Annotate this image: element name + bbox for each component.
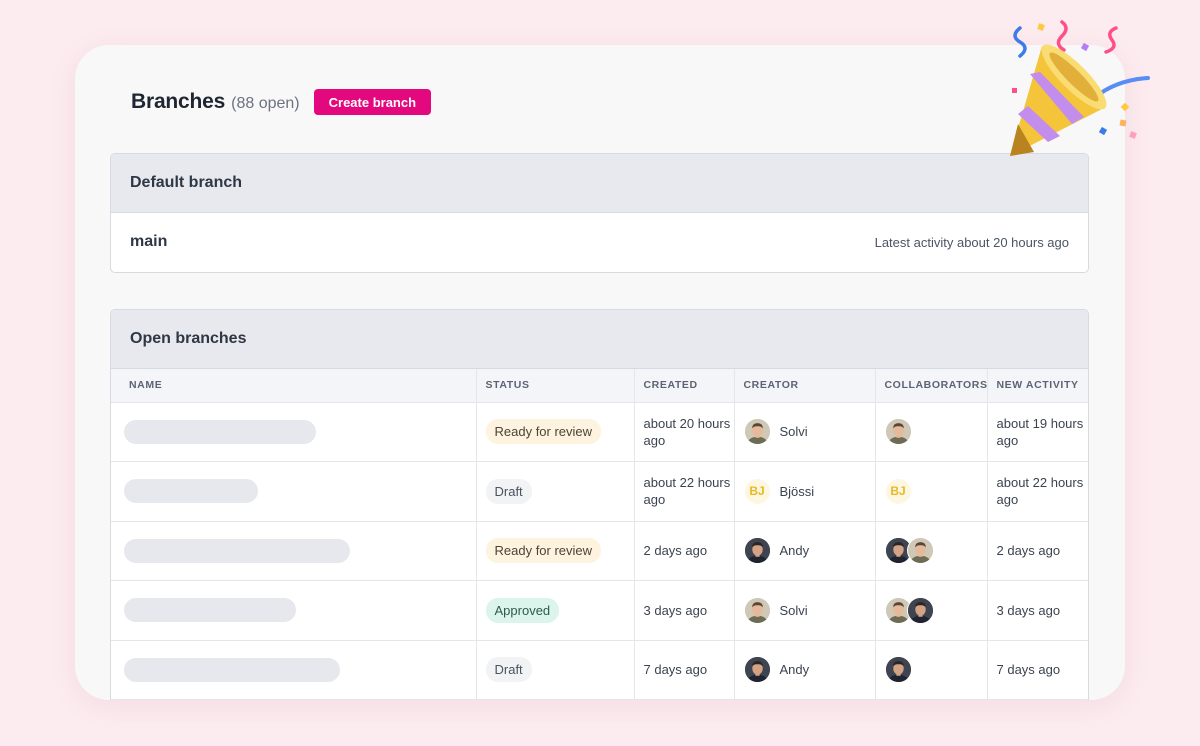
creator-name: Solvi	[779, 602, 808, 618]
new-activity-cell: 2 days ago	[987, 521, 1088, 581]
page-header: Branches (88 open) Create branch	[131, 89, 432, 115]
collaborators-cell	[875, 640, 988, 700]
created-cell: 3 days ago	[634, 580, 735, 641]
branch-name-cell[interactable]	[111, 580, 477, 641]
branch-name-placeholder	[124, 419, 316, 444]
status-badge: Ready for review	[485, 538, 602, 564]
table-row[interactable]: Draft about 22 hours ago BJ Bjössi BJ abo…	[111, 461, 1088, 522]
party-popper-icon	[1010, 20, 1150, 156]
branch-name-cell[interactable]	[111, 402, 477, 462]
table-header-row: NAME STATUS CREATED CREATOR COLLABORATOR…	[111, 369, 1088, 403]
branch-name-placeholder	[124, 598, 296, 623]
status-badge: Approved	[485, 597, 560, 623]
creator-cell: BJ Bjössi	[734, 461, 876, 522]
avatar-andy	[743, 656, 771, 684]
status-cell: Draft	[476, 461, 635, 522]
creator-cell: Solvi	[734, 402, 876, 462]
status-badge: Draft	[485, 657, 532, 683]
open-branches-heading: Open branches	[111, 310, 1088, 369]
branch-name-cell[interactable]	[111, 521, 477, 581]
branch-name-placeholder	[124, 657, 340, 682]
column-header-name[interactable]: NAME	[111, 369, 477, 403]
branch-name-placeholder	[124, 538, 350, 563]
avatar-andy	[906, 596, 934, 624]
branch-name-placeholder	[124, 479, 258, 504]
open-count: (88 open)	[231, 94, 300, 112]
column-header-new-activity[interactable]: NEW ACTIVITY	[987, 369, 1088, 403]
avatar-andy	[884, 537, 912, 565]
branches-card: Branches (88 open) Create branch Default…	[75, 45, 1125, 700]
creator-name: Bjössi	[779, 483, 815, 499]
created-cell: about 22 hours ago	[634, 461, 735, 522]
new-activity-cell: about 22 hours ago	[987, 461, 1088, 522]
page-title: Branches	[131, 90, 226, 113]
avatar-bjossi: BJ	[743, 477, 771, 505]
create-branch-button[interactable]: Create branch	[313, 89, 432, 115]
branch-name-cell[interactable]	[111, 640, 477, 700]
creator-cell: Solvi	[734, 580, 876, 641]
status-cell: Draft	[476, 640, 635, 700]
creator-name: Andy	[779, 662, 810, 678]
status-cell: Approved	[476, 580, 635, 641]
default-branch-name[interactable]: main	[130, 233, 168, 250]
avatar-bjossi: BJ	[884, 477, 912, 505]
new-activity-cell: 7 days ago	[987, 640, 1088, 700]
status-badge: Ready for review	[485, 419, 602, 445]
column-header-status[interactable]: STATUS	[476, 369, 635, 403]
avatar-solvi	[743, 418, 771, 446]
creator-cell: Andy	[734, 640, 876, 700]
branches-table: NAME STATUS CREATED CREATOR COLLABORATOR…	[111, 369, 1088, 700]
creator-cell: Andy	[734, 521, 876, 581]
creator-name: Andy	[779, 543, 810, 559]
created-cell: 2 days ago	[634, 521, 735, 581]
branch-name-cell[interactable]	[111, 461, 477, 522]
collaborators-cell: BJ	[875, 461, 988, 522]
collaborators-cell	[875, 521, 988, 581]
column-header-created[interactable]: CREATED	[634, 369, 735, 403]
latest-activity: Latest activity about 20 hours ago	[874, 234, 1069, 250]
column-header-collaborators[interactable]: COLLABORATORS	[875, 369, 988, 403]
avatar-solvi	[884, 418, 912, 446]
table-row[interactable]: Approved 3 days ago Solvi 3 days ago	[111, 580, 1088, 641]
table-row[interactable]: Ready for review about 20 hours ago Solv…	[111, 402, 1088, 462]
default-branch-panel: Default branch main Latest activity abou…	[110, 153, 1089, 273]
created-cell: about 20 hours ago	[634, 402, 735, 462]
table-row[interactable]: Ready for review 2 days ago Andy 2 days …	[111, 521, 1088, 581]
default-branch-heading: Default branch	[111, 154, 1088, 213]
avatar-solvi	[906, 537, 934, 565]
status-cell: Ready for review	[476, 402, 635, 462]
column-header-creator[interactable]: CREATOR	[734, 369, 876, 403]
creator-name: Solvi	[779, 424, 808, 440]
avatar-andy	[884, 656, 912, 684]
collaborators-cell	[875, 402, 988, 462]
status-badge: Draft	[485, 478, 532, 504]
status-cell: Ready for review	[476, 521, 635, 581]
collaborators-cell	[875, 580, 988, 641]
new-activity-cell: about 19 hours ago	[987, 402, 1088, 462]
table-row[interactable]: Draft 7 days ago Andy 7 days ago	[111, 640, 1088, 700]
default-branch-row[interactable]: main Latest activity about 20 hours ago	[111, 213, 1088, 271]
created-cell: 7 days ago	[634, 640, 735, 700]
avatar-andy	[743, 537, 771, 565]
open-branches-panel: Open branches NAME STATUS CREATED CREATO…	[110, 309, 1089, 700]
avatar-solvi	[743, 596, 771, 624]
new-activity-cell: 3 days ago	[987, 580, 1088, 641]
